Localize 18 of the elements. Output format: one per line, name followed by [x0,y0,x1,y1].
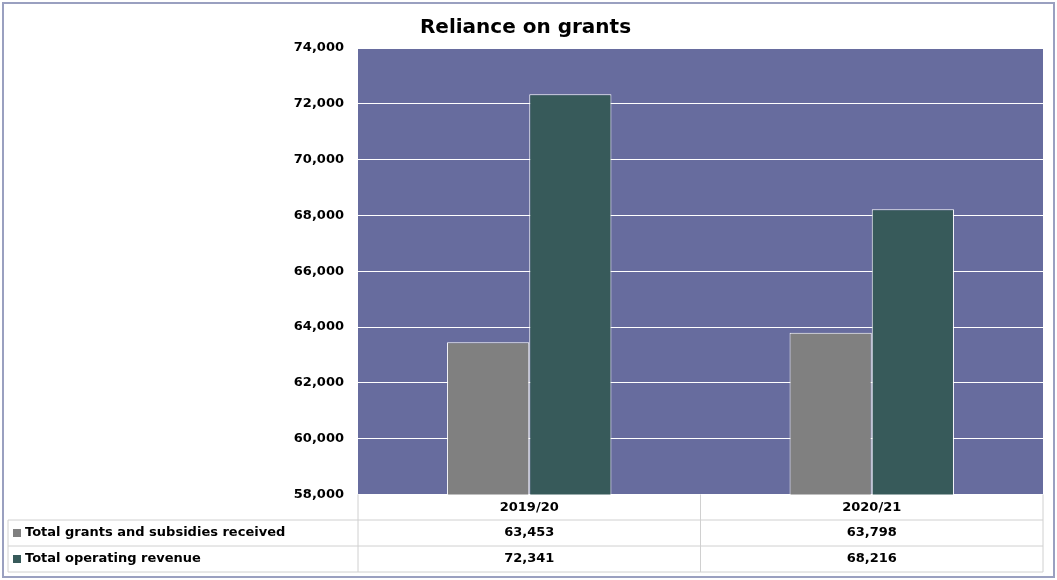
y-tick-label: 70,000 [293,150,344,166]
y-tick-label: 66,000 [293,262,344,278]
y-tick-label: 64,000 [293,318,344,334]
data-label: 63,798 [846,524,897,540]
data-label: 68,216 [846,550,897,566]
y-tick-label: 74,000 [293,39,344,55]
x-tick-label: 2019/20 [499,498,559,514]
x-tick-label: 2020/21 [842,498,902,514]
y-tick-label: 72,000 [293,95,344,111]
chart-title: Reliance on grants [419,14,632,39]
y-tick-label: 62,000 [293,374,344,390]
legend-label: Total grants and subsidies received [25,524,286,540]
y-tick-label: 58,000 [293,485,344,501]
y-tick-label: 68,000 [293,206,344,222]
data-label: 63,453 [504,524,555,540]
legend-label: Total operating revenue [25,550,202,566]
y-tick-label: 60,000 [293,429,344,445]
data-label: 72,341 [504,550,555,566]
